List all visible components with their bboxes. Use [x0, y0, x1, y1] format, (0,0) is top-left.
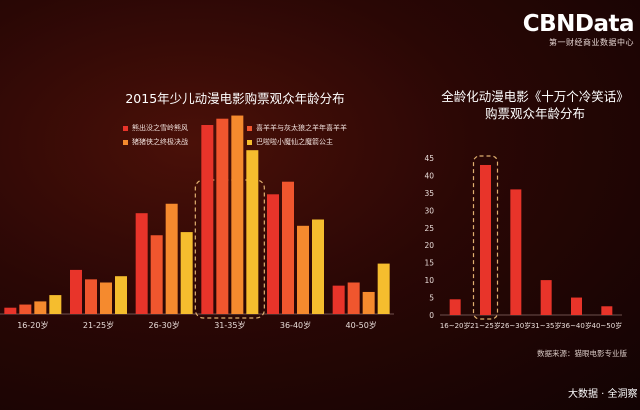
bar [377, 263, 390, 314]
x-tick-label: 31~35岁 [531, 321, 562, 330]
x-tick-label: 31-35岁 [214, 320, 245, 330]
legend-label: 巴啦啦小魔仙之魔箭公主 [256, 138, 333, 146]
bar [100, 282, 112, 314]
y-tick-label: 35 [424, 189, 434, 198]
bar [135, 213, 148, 314]
bar [70, 269, 82, 314]
y-tick-label: 15 [424, 259, 434, 268]
bar [150, 235, 163, 314]
brand-name: CBNData [522, 11, 635, 37]
y-tick-label: 25 [424, 224, 434, 233]
bar [115, 276, 127, 314]
x-tick-label: 40-50岁 [346, 320, 377, 330]
bar [165, 203, 178, 314]
x-tick-label: 36~40岁 [561, 321, 592, 330]
legend-label: 喜羊羊与灰太狼之羊年喜羊羊 [256, 124, 347, 132]
x-tick-label: 40~50岁 [591, 321, 622, 330]
bar [480, 164, 491, 315]
bar [312, 219, 324, 314]
bar [201, 125, 214, 314]
bar [282, 181, 294, 314]
highlight-box [194, 179, 265, 319]
left-chart: 16-20岁 21-25岁 26-30岁 31-35岁 36-40岁 40-50岁 [0, 115, 394, 330]
bar [85, 279, 97, 314]
bar [571, 297, 582, 315]
bar [601, 306, 613, 315]
y-tick-label: 5 [429, 294, 434, 303]
bar [540, 280, 552, 315]
bar [449, 299, 461, 315]
x-tick-label: 21~25岁 [470, 321, 501, 330]
brand-subtitle: 第一财经商业数据中心 [549, 38, 634, 47]
right-chart-title-line-2: 购票观众年龄分布 [484, 106, 585, 121]
bar [216, 118, 229, 314]
bar [180, 232, 193, 314]
bar [34, 301, 47, 314]
x-tick-label: 26~30岁 [500, 321, 531, 330]
data-source: 数据来源：猫眼电影专业版 [537, 349, 627, 358]
right-chart-title-line-1: 全龄化动漫电影《十万个冷笑话》 [441, 89, 629, 104]
legend-item: 巴啦啦小魔仙之魔箭公主 [247, 137, 333, 147]
bar [49, 295, 62, 314]
y-tick-label: 40 [424, 171, 434, 180]
footer-slogan: 大数据 · 全洞察 [568, 389, 638, 400]
x-tick-label: 16~20岁 [440, 321, 471, 330]
bar [332, 285, 345, 314]
bar [362, 291, 375, 314]
left-chart-title: 2015年少儿动漫电影购票观众年龄分布 [125, 91, 345, 106]
brand-logo: CBNData 第一财经商业数据中心 [522, 11, 635, 48]
legend-swatch [123, 125, 128, 131]
y-tick-label: 30 [424, 206, 434, 215]
x-tick-label: 36-40岁 [280, 320, 311, 330]
legend-item: 熊出没之雪岭熊风 [123, 123, 188, 133]
y-tick-label: 0 [429, 311, 434, 320]
legend-item: 猪猪侠之终极决战 [123, 137, 188, 147]
bar [231, 115, 244, 314]
legend-label: 熊出没之雪岭熊风 [132, 124, 188, 132]
bar [4, 307, 17, 314]
bar [19, 304, 32, 314]
bar [510, 189, 522, 315]
legend-swatch [247, 139, 252, 145]
right-chart-title: 全龄化动漫电影《十万个冷笑话》 购票观众年龄分布 [420, 88, 640, 122]
bar [347, 282, 360, 314]
x-tick-label: 21-25岁 [83, 320, 114, 330]
legend-label: 猪猪侠之终极决战 [132, 138, 188, 146]
y-tick-label: 45 [424, 154, 434, 163]
bar [246, 150, 259, 314]
bar [297, 225, 309, 314]
legend-swatch [247, 125, 252, 131]
y-tick-label: 10 [424, 276, 434, 285]
legend-swatch [123, 139, 128, 145]
bar [267, 194, 279, 314]
y-tick-label: 20 [424, 241, 434, 250]
right-chart: 0 5 10 15 20 25 30 35 40 45 16~20岁 21~25岁 26~30岁 31~3… [424, 154, 622, 330]
x-tick-label: 26-30岁 [149, 320, 180, 330]
x-tick-label: 16-20岁 [17, 320, 48, 330]
legend-item: 喜羊羊与灰太狼之羊年喜羊羊 [247, 123, 347, 133]
